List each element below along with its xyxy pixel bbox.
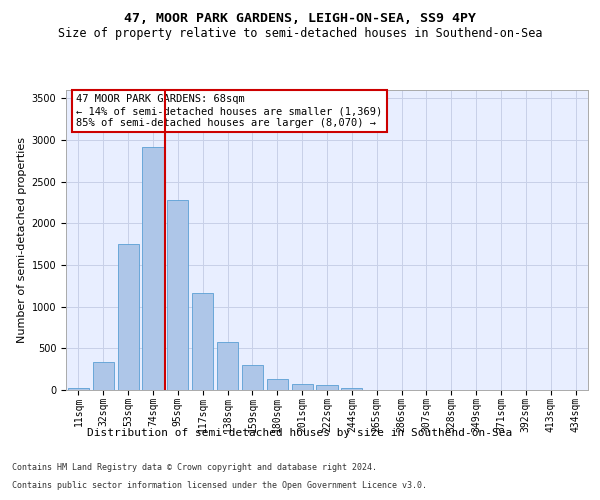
Text: 47, MOOR PARK GARDENS, LEIGH-ON-SEA, SS9 4PY: 47, MOOR PARK GARDENS, LEIGH-ON-SEA, SS9… (124, 12, 476, 26)
Text: Distribution of semi-detached houses by size in Southend-on-Sea: Distribution of semi-detached houses by … (88, 428, 512, 438)
Bar (341, 388, 362, 390)
Text: Contains HM Land Registry data © Crown copyright and database right 2024.: Contains HM Land Registry data © Crown c… (12, 464, 377, 472)
Text: Contains public sector information licensed under the Open Government Licence v3: Contains public sector information licen… (12, 481, 427, 490)
Bar (142, 146, 164, 390)
Bar (217, 342, 238, 390)
Bar (292, 384, 313, 390)
Bar (267, 379, 288, 390)
Bar (242, 365, 263, 390)
Bar (192, 294, 213, 390)
Bar (93, 362, 114, 390)
Bar (316, 386, 338, 390)
Bar (167, 200, 188, 390)
Y-axis label: Number of semi-detached properties: Number of semi-detached properties (17, 137, 28, 343)
Text: 47 MOOR PARK GARDENS: 68sqm
← 14% of semi-detached houses are smaller (1,369)
85: 47 MOOR PARK GARDENS: 68sqm ← 14% of sem… (76, 94, 383, 128)
Bar (118, 244, 139, 390)
Text: Size of property relative to semi-detached houses in Southend-on-Sea: Size of property relative to semi-detach… (58, 28, 542, 40)
Bar (68, 388, 89, 390)
